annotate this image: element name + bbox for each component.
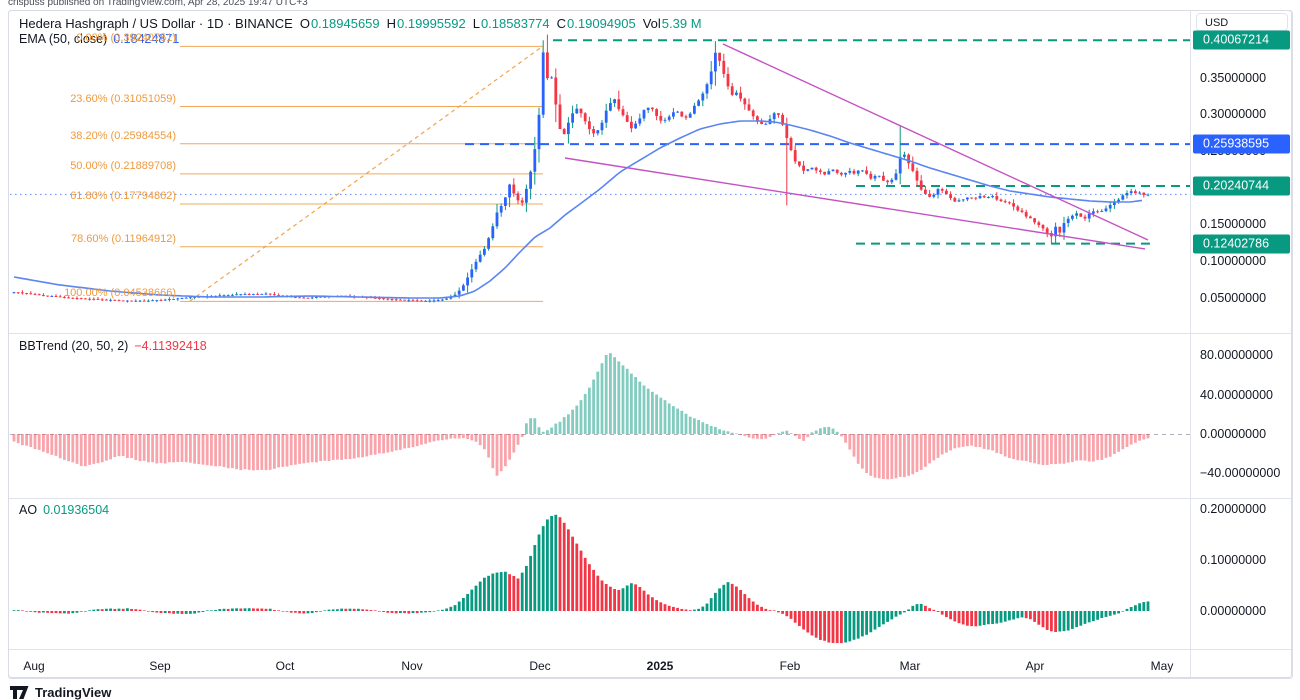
ohlc-field-label: C (556, 16, 567, 31)
time-axis-label-mar: Mar (899, 659, 921, 673)
ao-tick: 0.20000000 (1200, 502, 1267, 516)
fib-level-label: 78.60% (0.11964912) (71, 232, 176, 245)
time-axis-label-dec: Dec (529, 659, 551, 673)
time-axis-label-sep: Sep (149, 659, 171, 673)
attribution-text: crispuss published on TradingView.com, A… (8, 0, 308, 8)
price-tick: 0.05000000 (1200, 291, 1267, 305)
tradingview-watermark-text: TradingView (35, 685, 112, 700)
currency-selector[interactable]: USD (1196, 13, 1288, 31)
ema-legend-value: 0.18424871 (113, 32, 180, 46)
ao-legend-name: AO (19, 503, 38, 517)
price-level-badge: 0.12402786 (1193, 234, 1290, 254)
tradingview-logo-icon (10, 686, 29, 699)
ohlc-field-label: O (299, 16, 310, 31)
ohlc-field-value: 0.19094905 (567, 16, 636, 31)
fib-level-label: 100.00% (0.04538666) (64, 287, 176, 300)
ohlc-field-value: 0.18583774 (480, 16, 550, 31)
time-axis-label-apr: Apr (1025, 659, 1045, 673)
fib-level-label: 0.00% (0.39240751) (76, 32, 176, 45)
bbtrend-legend-name: BBTrend (20, 50, 2) (19, 339, 129, 353)
fib-level-label: 61.80% (0.17794862) (70, 189, 176, 202)
time-axis-label-2025: 2025 (646, 659, 674, 673)
ohlc-field-label: Vol (642, 16, 661, 31)
bbtrend-legend-value: −4.11392418 (134, 339, 207, 353)
ao-tick: 0.10000000 (1200, 553, 1267, 567)
bbtrend-legend-row[interactable]: BBTrend (20, 50, 2) −4.11392418 (19, 339, 207, 353)
price-level-badge: 0.25938595 (1193, 134, 1290, 154)
time-axis-label-may: May (1150, 659, 1174, 673)
bbtrend-tick: 80.00000000 (1200, 348, 1273, 362)
ema-legend-row[interactable]: EMA (50, close) 0.18424871 (19, 32, 179, 46)
ohlc-values: O0.18945659 H0.19995592 L0.18583774 C0.1909… (293, 16, 702, 31)
symbol-legend-row[interactable]: Hedera Hashgraph / US Dollar · 1D · BINA… (19, 16, 702, 31)
ohlc-field-value: 0.19995592 (397, 16, 466, 31)
currency-label: USD (1205, 17, 1229, 29)
ao-tick: 0.00000000 (1200, 604, 1267, 618)
time-axis-label-feb: Feb (779, 659, 801, 673)
bbtrend-tick: 0.00000000 (1200, 427, 1267, 441)
tradingview-watermark[interactable]: TradingView (10, 685, 111, 700)
price-level-badge: 0.40067214 (1193, 30, 1290, 50)
ohlc-field-label: H (386, 16, 397, 31)
bbtrend-tick: −40.00000000 (1200, 466, 1281, 480)
ao-legend-value: 0.01936504 (43, 503, 110, 517)
price-tick: 0.15000000 (1200, 217, 1267, 231)
fib-level-label: 50.00% (0.21889708) (70, 159, 176, 172)
ohlc-field-value: 0.18945659 (310, 16, 380, 31)
price-tick: 0.30000000 (1200, 107, 1267, 121)
ao-legend-row[interactable]: AO 0.01936504 (19, 503, 109, 517)
price-tick: 0.35000000 (1200, 71, 1267, 85)
bbtrend-tick: 40.00000000 (1200, 388, 1273, 402)
ohlc-field-value: 5.39 M (661, 16, 702, 31)
fib-level-label: 38.20% (0.25984554) (70, 129, 176, 142)
price-tick: 0.10000000 (1200, 254, 1267, 268)
time-axis-label-oct: Oct (275, 659, 295, 673)
time-axis-label-aug: Aug (23, 659, 45, 673)
ema-legend-name: EMA (50, close) (19, 32, 108, 46)
price-level-badge: 0.20240744 (1193, 176, 1290, 196)
symbol-title[interactable]: Hedera Hashgraph / US Dollar · 1D · BINA… (19, 16, 293, 31)
time-axis-label-nov: Nov (401, 659, 423, 673)
fib-level-label: 23.60% (0.31051059) (70, 92, 176, 105)
ohlc-field-label: L (472, 16, 480, 31)
